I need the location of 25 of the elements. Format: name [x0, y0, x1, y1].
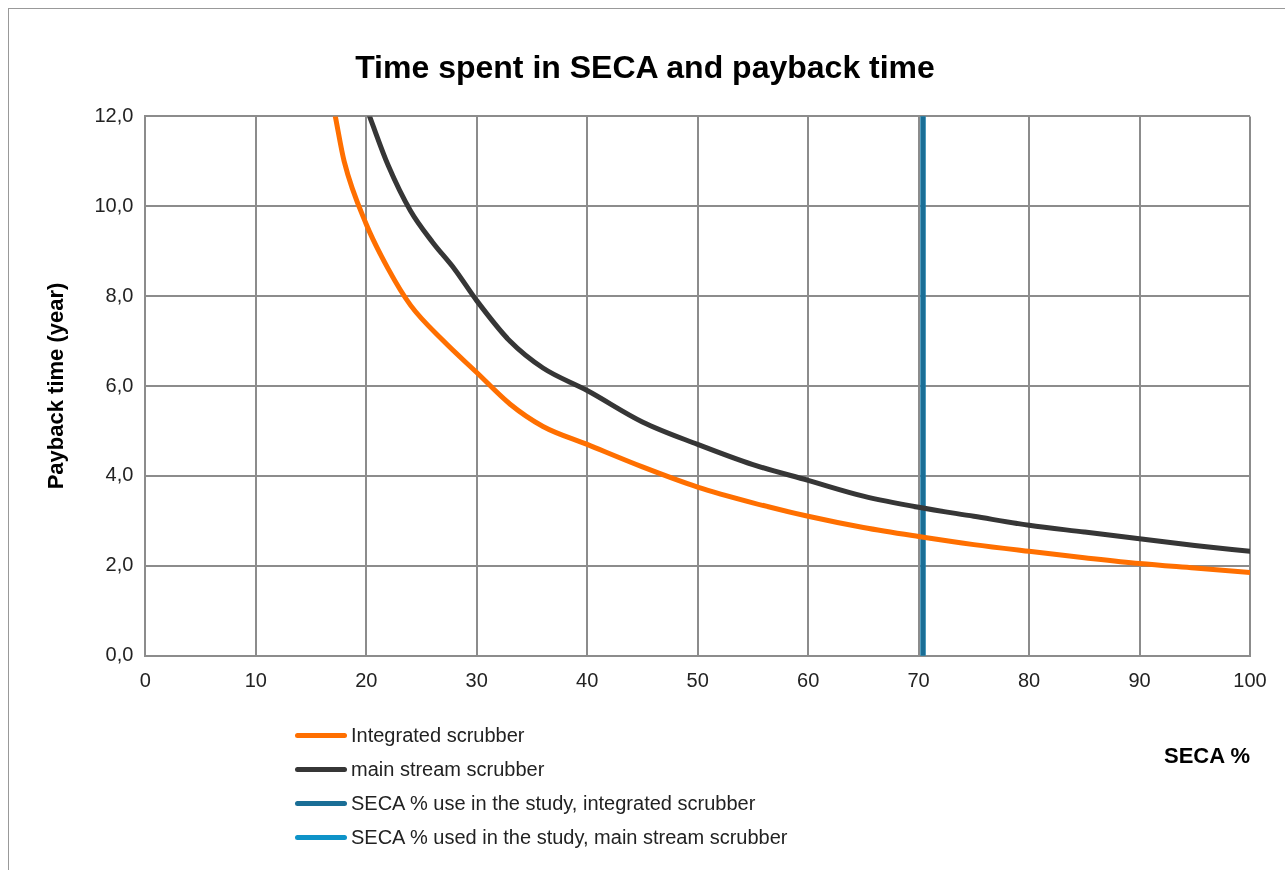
legend-label: SECA % used in the study, main stream scrubber	[351, 825, 788, 849]
x-tick-label: 40	[576, 669, 599, 692]
x-tick-label: 60	[797, 669, 820, 692]
chart-title: Time spent in SECA and payback time	[355, 49, 935, 86]
x-axis-title: SECA %	[1164, 742, 1250, 768]
y-tick-label: 6,0	[105, 373, 134, 396]
y-tick-label: 12,0	[94, 103, 134, 126]
x-tick-label: 10	[244, 669, 267, 692]
y-tick-label: 4,0	[105, 463, 134, 486]
x-tick-label: 80	[1017, 669, 1041, 692]
y-tick-label: 10,0	[94, 193, 134, 216]
x-tick-label: 0	[139, 669, 151, 692]
x-tick-label: 20	[355, 669, 378, 692]
x-tick-label: 90	[1128, 669, 1151, 692]
x-tick-label: 100	[1233, 669, 1267, 692]
legend-label: Integrated scrubber	[351, 723, 525, 747]
y-tick-label: 2,0	[105, 553, 134, 576]
x-tick-label: 50	[686, 669, 709, 692]
y-tick-label: 0,0	[105, 643, 134, 666]
x-tick-label: 70	[907, 669, 930, 692]
legend-label: SECA % use in the study, integrated scrubber	[351, 791, 756, 815]
x-tick-label: 30	[465, 669, 488, 692]
y-tick-label: 8,0	[105, 283, 134, 306]
y-axis-title: Payback time (year)	[43, 282, 69, 490]
legend-label: main stream scrubber	[351, 757, 545, 781]
